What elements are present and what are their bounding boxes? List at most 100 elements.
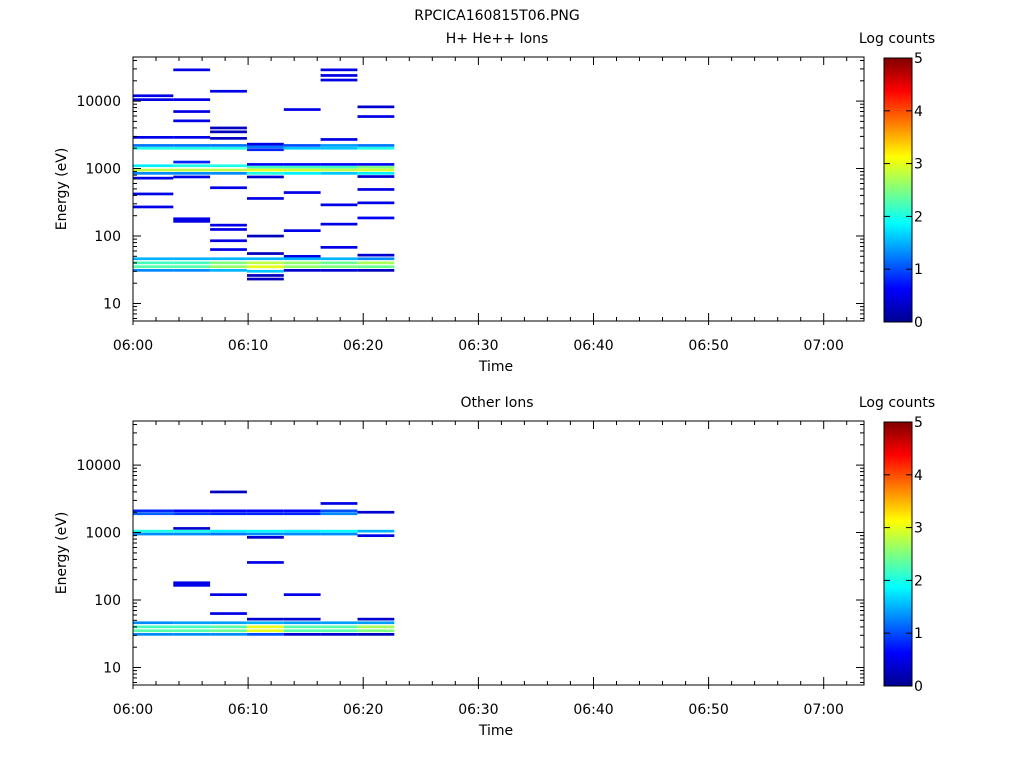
x-tick-label: 06:20 bbox=[343, 702, 383, 718]
y-axis-label: Energy (eV) bbox=[54, 148, 70, 231]
heatmap-cell bbox=[320, 222, 358, 226]
heatmap-cell bbox=[357, 165, 395, 169]
heatmap-cell bbox=[133, 269, 174, 272]
heatmap-cell bbox=[210, 633, 247, 636]
colorbar-label: Log counts bbox=[859, 31, 935, 47]
heatmap-cell bbox=[247, 168, 284, 172]
figure-title: RPCICA160815T06.PNG bbox=[414, 8, 579, 24]
heatmap-cell bbox=[173, 98, 211, 101]
colorbar-label: Log counts bbox=[859, 395, 935, 411]
heatmap-cell bbox=[247, 197, 284, 200]
heatmap-cell bbox=[357, 168, 395, 172]
x-axis-label: Time bbox=[478, 723, 513, 739]
colorbar: Log counts 0 1 2 3 4 5 bbox=[859, 31, 935, 331]
heatmap-cell bbox=[210, 168, 247, 172]
heatmap-cell bbox=[283, 257, 321, 261]
heatmap-cell bbox=[133, 136, 174, 139]
heatmap-cell bbox=[283, 265, 321, 269]
heatmap-cell bbox=[133, 529, 174, 533]
heatmap-cell bbox=[173, 509, 211, 513]
heatmap-cell bbox=[357, 534, 395, 537]
heatmap-cell bbox=[247, 274, 284, 277]
heatmap-cell bbox=[133, 98, 174, 101]
heatmap-cell bbox=[173, 110, 211, 113]
heatmap-cell bbox=[320, 261, 358, 265]
heatmap-cell bbox=[210, 223, 247, 227]
plot-frame bbox=[132, 420, 865, 686]
heatmap-cell bbox=[320, 257, 358, 261]
heatmap-cell bbox=[133, 146, 174, 150]
heatmap-cell bbox=[357, 261, 395, 265]
heatmap-cell bbox=[247, 261, 284, 265]
heatmap-cell bbox=[173, 621, 211, 625]
heatmap-cell bbox=[133, 629, 174, 633]
heatmap-cell bbox=[173, 269, 211, 272]
heatmap-cell bbox=[133, 633, 174, 636]
y-tick-label: 1000 bbox=[85, 162, 121, 178]
heatmap-cell bbox=[133, 532, 174, 536]
y-tick-label: 10 bbox=[103, 661, 121, 677]
y-tick-label: 1000 bbox=[85, 526, 121, 542]
heatmap-cell bbox=[133, 625, 174, 629]
x-tick-label: 06:40 bbox=[573, 702, 613, 718]
heatmap-cell bbox=[247, 172, 284, 175]
heatmap-cell bbox=[247, 629, 284, 633]
heatmap-cell bbox=[320, 265, 358, 269]
heatmap-cell bbox=[247, 561, 284, 564]
heatmap-cell bbox=[173, 136, 211, 139]
colorbar-tick-label: 1 bbox=[914, 626, 923, 642]
heatmap-cell bbox=[210, 629, 247, 633]
heatmap-cell bbox=[173, 146, 211, 150]
y-axis-label: Energy (eV) bbox=[54, 512, 70, 595]
heatmap-cell bbox=[283, 144, 321, 147]
heatmap-cell bbox=[133, 621, 174, 625]
heatmap-cell bbox=[357, 253, 395, 257]
heatmap-cell bbox=[357, 115, 395, 118]
x-tick-labels: 06:00 06:10 06:20 06:30 06:40 06:50 07:00 bbox=[113, 702, 844, 718]
heatmap-cell bbox=[133, 509, 174, 513]
heatmap-cell bbox=[357, 269, 395, 272]
heatmap-cell bbox=[320, 163, 358, 166]
heatmap-cell bbox=[247, 175, 284, 179]
heatmap-cell bbox=[210, 612, 247, 615]
x-tick-label: 06:00 bbox=[113, 702, 153, 718]
heatmap-cell bbox=[133, 144, 174, 147]
heatmap-cell bbox=[173, 581, 211, 585]
heatmap-cell bbox=[210, 239, 247, 243]
heatmap-cell bbox=[210, 89, 247, 93]
heatmap-cell bbox=[210, 261, 247, 265]
heatmap-cell bbox=[247, 145, 284, 149]
panel-title: H+ He++ Ions bbox=[446, 31, 549, 47]
heatmap-cell bbox=[173, 257, 211, 261]
x-axis-label: Time bbox=[478, 359, 513, 375]
heatmap-cell bbox=[283, 529, 321, 533]
heatmap-cell bbox=[357, 105, 395, 109]
heatmap-cell bbox=[283, 633, 321, 636]
colorbar-ticks: 0 1 2 3 4 5 bbox=[884, 415, 923, 695]
heatmap-cell bbox=[133, 164, 174, 168]
heatmap-cell bbox=[133, 205, 174, 209]
heatmap-cell bbox=[210, 265, 247, 269]
heatmap-cell bbox=[210, 137, 247, 140]
heatmap-cell bbox=[357, 216, 395, 220]
heatmap-cell bbox=[283, 172, 321, 175]
heatmap-cell bbox=[283, 532, 321, 536]
heatmap-cell bbox=[283, 165, 321, 169]
y-tick-labels: 10 100 1000 10000 bbox=[76, 458, 121, 676]
x-tick-labels: 06:00 06:10 06:20 06:30 06:40 06:50 07:00 bbox=[113, 338, 844, 354]
heatmap-cell bbox=[210, 269, 247, 272]
x-tick-label: 06:50 bbox=[688, 338, 728, 354]
heatmap-cell bbox=[247, 269, 284, 273]
heatmap-cell bbox=[320, 529, 358, 533]
y-tick-label: 10000 bbox=[76, 94, 121, 110]
heatmap-cell bbox=[133, 172, 174, 175]
heatmap-cell bbox=[173, 119, 211, 123]
heatmap-cell bbox=[357, 265, 395, 269]
heatmap-cell bbox=[283, 269, 321, 272]
heatmap-cell bbox=[283, 617, 321, 621]
heatmap-cell bbox=[320, 532, 358, 536]
y-tick-labels: 10 100 1000 10000 bbox=[76, 94, 121, 312]
heatmap-cell bbox=[173, 265, 211, 269]
heatmap-cell bbox=[247, 252, 284, 255]
heatmap-cell bbox=[133, 257, 174, 261]
